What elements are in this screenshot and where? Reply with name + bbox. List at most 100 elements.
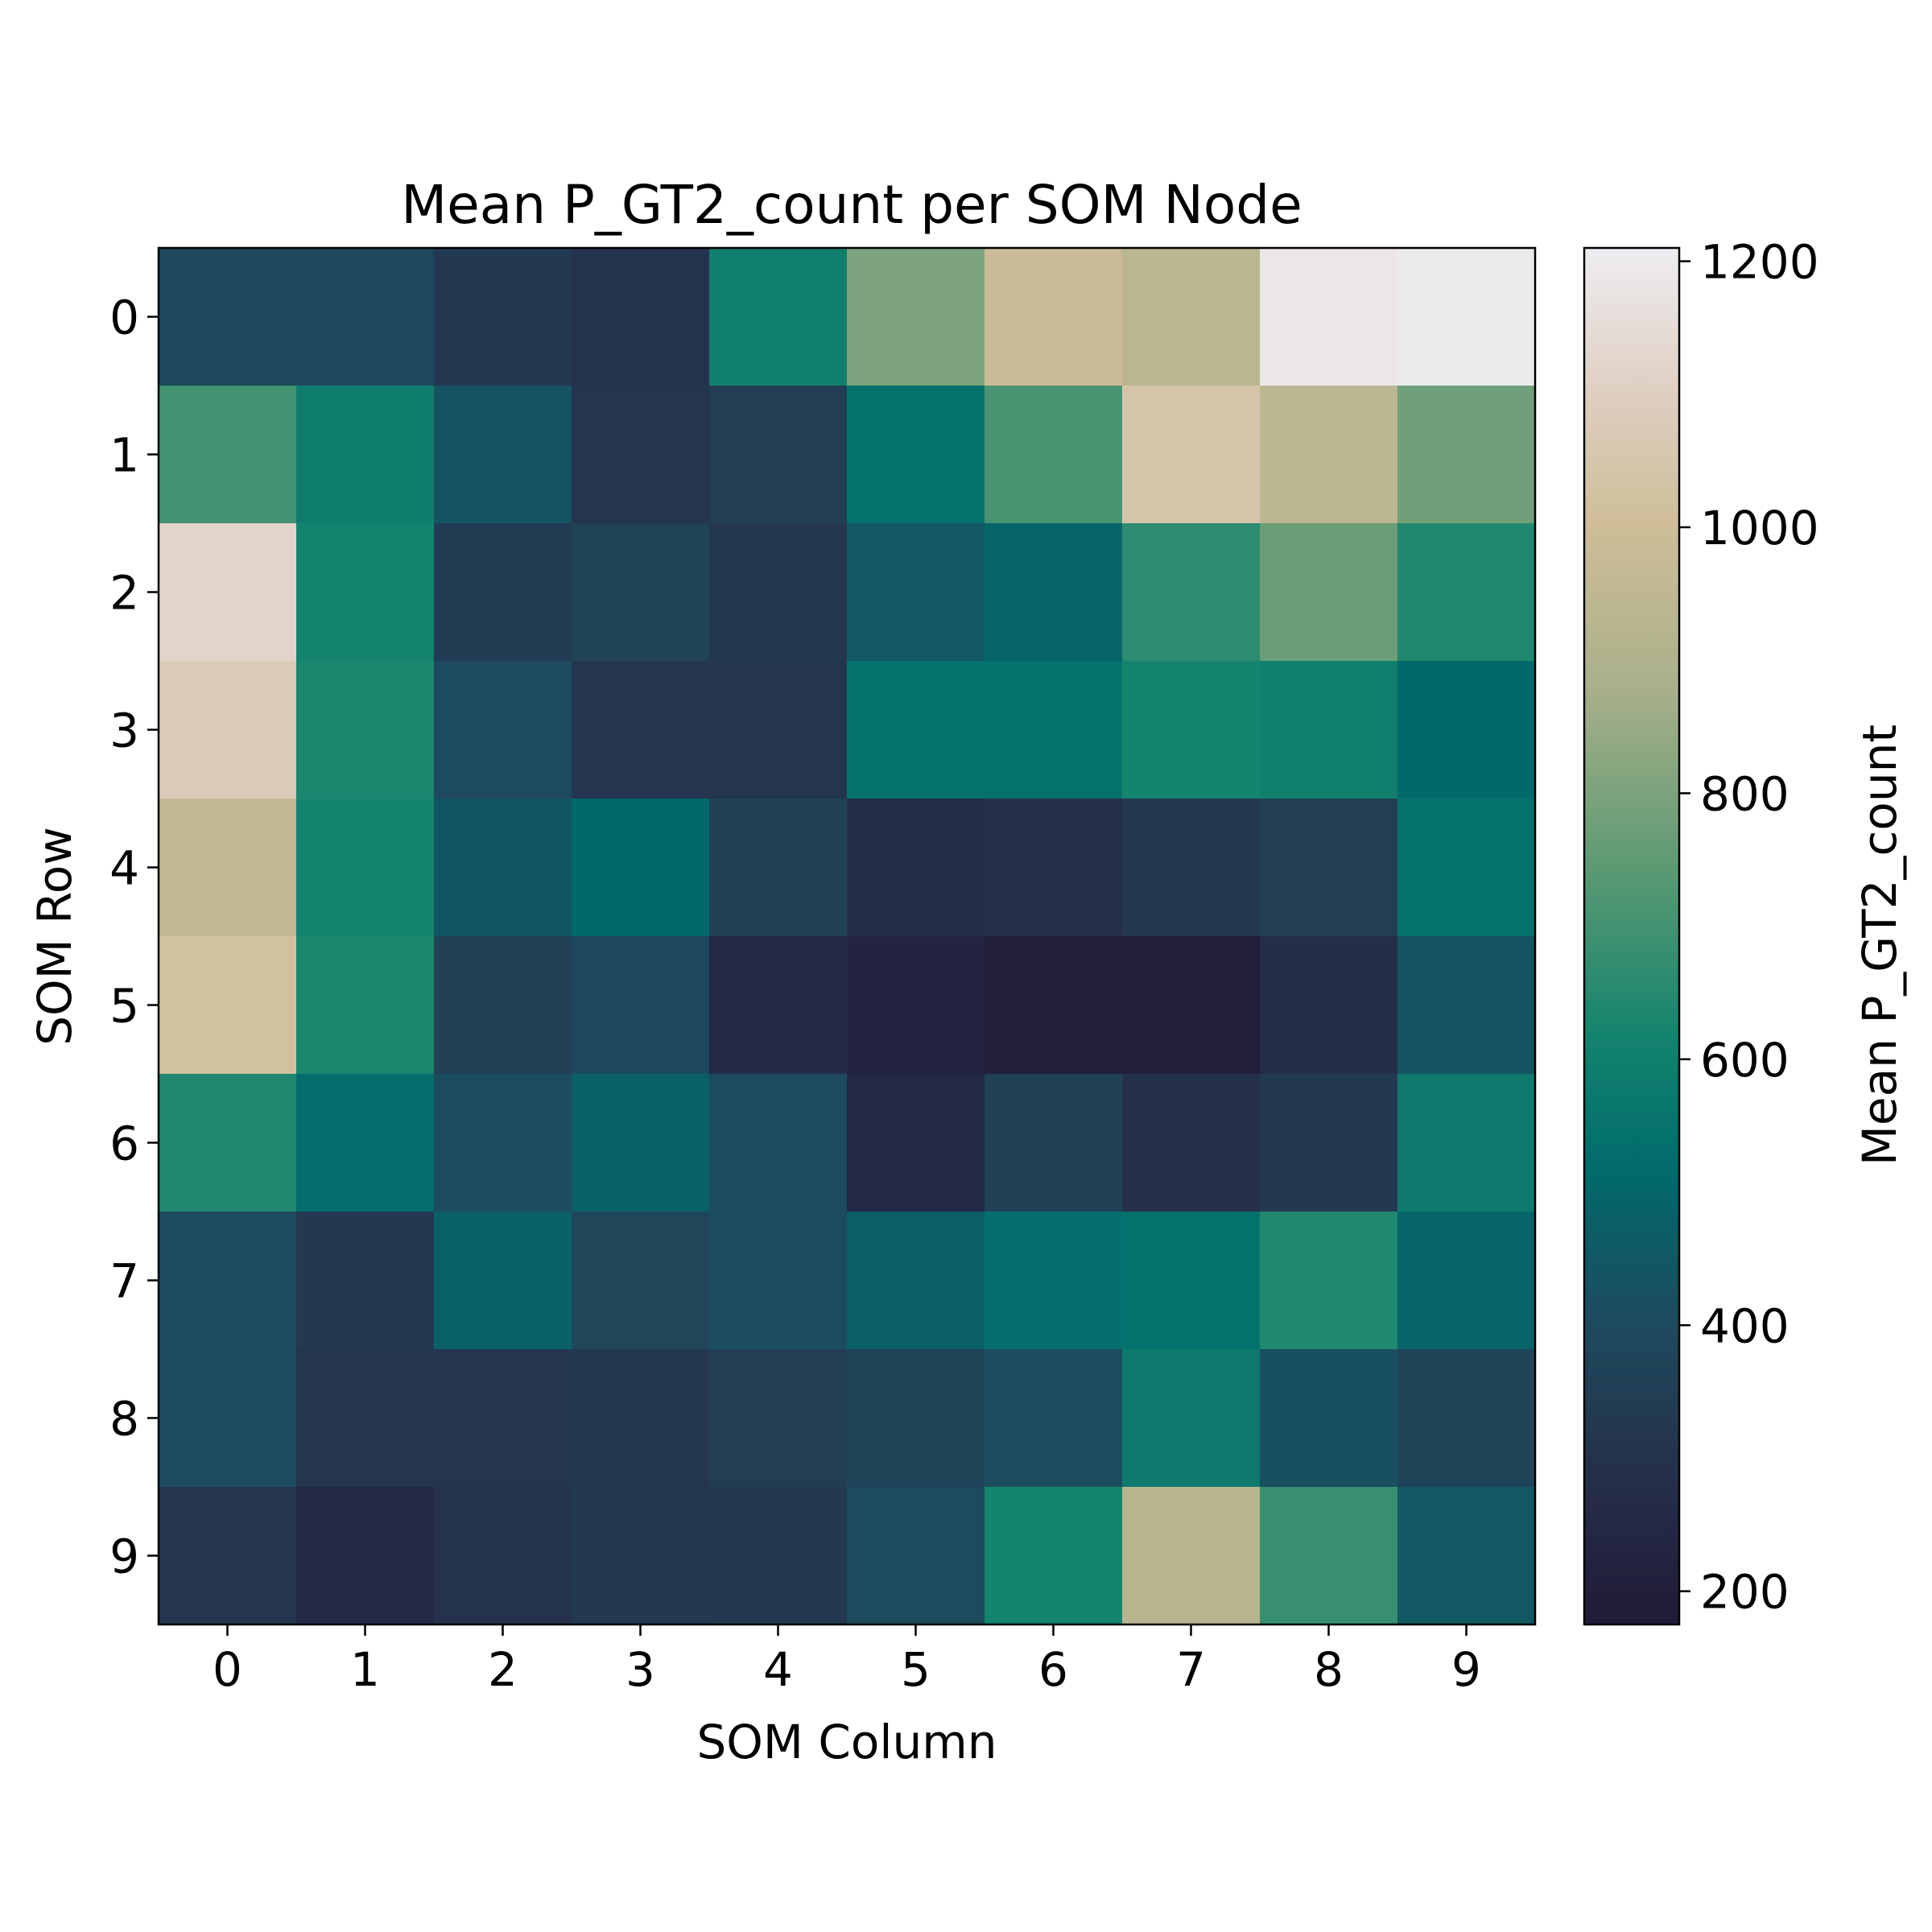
heatmap-cell-r6-c9 xyxy=(1397,1074,1536,1212)
heatmap-cell-r6-c1 xyxy=(296,1074,435,1212)
colorbar-tick-label: 600 xyxy=(1700,1033,1790,1088)
heatmap-cell-r6-c2 xyxy=(434,1074,572,1212)
heatmap-cell-r4-c1 xyxy=(296,799,435,937)
heatmap-cell-r7-c8 xyxy=(1260,1212,1398,1350)
heatmap-cell-r2-c5 xyxy=(847,523,985,662)
x-tick-label: 3 xyxy=(625,1642,655,1697)
heatmap-cell-r3-c4 xyxy=(709,661,848,799)
heatmap-cell-r8-c8 xyxy=(1260,1349,1398,1488)
heatmap-cell-r9-c0 xyxy=(159,1487,297,1625)
heatmap-cell-r2-c3 xyxy=(572,523,710,662)
heatmap-cell-r3-c7 xyxy=(1122,661,1261,799)
heatmap-cell-r2-c8 xyxy=(1260,523,1398,662)
heatmap-cell-r2-c2 xyxy=(434,523,572,662)
heatmap-cell-r3-c0 xyxy=(159,661,297,799)
heatmap-cell-r9-c5 xyxy=(847,1487,985,1625)
x-tick-label: 8 xyxy=(1314,1642,1344,1697)
y-tick-label: 7 xyxy=(109,1254,139,1309)
plot-frame xyxy=(157,246,1537,1626)
x-tick-label: 1 xyxy=(350,1642,380,1697)
y-tick-label: 6 xyxy=(109,1117,139,1171)
x-tick-label: 5 xyxy=(901,1642,931,1697)
heatmap-cell-r4-c2 xyxy=(434,799,572,937)
heatmap-cell-r8-c4 xyxy=(709,1349,848,1488)
heatmap-cell-r1-c1 xyxy=(296,386,435,524)
heatmap-cell-r6-c3 xyxy=(572,1074,710,1212)
heatmap-cell-r6-c5 xyxy=(847,1074,985,1212)
y-tick-label: 9 xyxy=(109,1530,139,1584)
heatmap-cell-r3-c5 xyxy=(847,661,985,799)
x-tick-label: 7 xyxy=(1176,1642,1206,1697)
heatmap-cell-r5-c7 xyxy=(1122,936,1261,1075)
colorbar-ticks: 200 400 600 800 1000 1200 xyxy=(1679,235,1819,1620)
heatmap-cell-r7-c0 xyxy=(159,1212,297,1350)
x-axis-label: SOM Column xyxy=(696,1715,997,1769)
heatmap-cell-r9-c9 xyxy=(1397,1487,1536,1625)
heatmap-cell-r5-c6 xyxy=(985,936,1123,1075)
heatmap-cell-r7-c6 xyxy=(985,1212,1123,1350)
heatmap-cell-r6-c0 xyxy=(159,1074,297,1212)
heatmap-cell-r9-c7 xyxy=(1122,1487,1261,1625)
heatmap-cell-r7-c9 xyxy=(1397,1212,1536,1350)
heatmap-cell-r4-c7 xyxy=(1122,799,1261,937)
heatmap-cell-r5-c5 xyxy=(847,936,985,1075)
heatmap-cell-r0-c1 xyxy=(296,248,435,386)
colorbar-tick-label: 800 xyxy=(1700,766,1790,821)
colorbar-tick-label: 1200 xyxy=(1700,235,1819,290)
heatmap-cell-r1-c2 xyxy=(434,386,572,524)
y-tick-label: 8 xyxy=(109,1392,139,1447)
heatmap-cell-r8-c5 xyxy=(847,1349,985,1488)
heatmap-cell-r6-c7 xyxy=(1122,1074,1261,1212)
heatmap-cell-r5-c9 xyxy=(1397,936,1536,1075)
heatmap-cell-r7-c3 xyxy=(572,1212,710,1350)
heatmap-cell-r4-c8 xyxy=(1260,799,1398,937)
x-tick-label: 2 xyxy=(488,1642,518,1697)
heatmap-cell-r9-c3 xyxy=(572,1487,710,1625)
heatmap-cell-r1-c3 xyxy=(572,386,710,524)
colorbar-tick-label: 400 xyxy=(1700,1298,1790,1353)
y-axis-label: SOM Row xyxy=(27,827,82,1046)
heatmap-cell-r6-c8 xyxy=(1260,1074,1398,1212)
heatmap-cell-r1-c4 xyxy=(709,386,848,524)
x-tick-label: 4 xyxy=(763,1642,793,1697)
x-tick-label: 0 xyxy=(213,1642,242,1697)
y-tick-label: 2 xyxy=(109,566,139,621)
heatmap-cell-r0-c9 xyxy=(1397,248,1536,386)
heatmap-cell-r0-c2 xyxy=(434,248,572,386)
heatmap-cell-r3-c3 xyxy=(572,661,710,799)
heatmap-cell-r0-c5 xyxy=(847,248,985,386)
chart-title: Mean P_GT2_count per SOM Node xyxy=(401,174,1302,236)
heatmap-cell-r8-c7 xyxy=(1122,1349,1261,1488)
y-tick-label: 5 xyxy=(109,979,139,1034)
y-tick-label: 1 xyxy=(109,428,139,483)
heatmap-cell-r3-c6 xyxy=(985,661,1123,799)
heatmap-cell-r7-c1 xyxy=(296,1212,435,1350)
heatmap-cell-r5-c1 xyxy=(296,936,435,1075)
y-tick-label: 3 xyxy=(109,704,139,758)
heatmap-cell-r0-c0 xyxy=(159,248,297,386)
heatmap-cell-r0-c7 xyxy=(1122,248,1261,386)
heatmap-cell-r5-c0 xyxy=(159,936,297,1075)
heatmap-cell-r1-c7 xyxy=(1122,386,1261,524)
heatmap-cell-r0-c6 xyxy=(985,248,1123,386)
heatmap-cell-r5-c8 xyxy=(1260,936,1398,1075)
heatmap-cell-r9-c1 xyxy=(296,1487,435,1625)
heatmap-cell-r4-c4 xyxy=(709,799,848,937)
heatmap-cell-r6-c6 xyxy=(985,1074,1123,1212)
colorbar-tick-label: 200 xyxy=(1700,1565,1790,1620)
heatmap-cell-r8-c0 xyxy=(159,1349,297,1488)
heatmap-cell-r2-c0 xyxy=(159,523,297,662)
heatmap-cell-r5-c3 xyxy=(572,936,710,1075)
heatmap-cell-r9-c8 xyxy=(1260,1487,1398,1625)
heatmap-cell-r1-c5 xyxy=(847,386,985,524)
heatmap-cell-r7-c7 xyxy=(1122,1212,1261,1350)
heatmap-cell-r3-c8 xyxy=(1260,661,1398,799)
heatmap-cell-r4-c9 xyxy=(1397,799,1536,937)
heatmap-cell-r4-c5 xyxy=(847,799,985,937)
heatmap-cell-r8-c3 xyxy=(572,1349,710,1488)
y-tick-label: 0 xyxy=(109,291,139,345)
heatmap-cell-r5-c2 xyxy=(434,936,572,1075)
colorbar-tick-label: 1000 xyxy=(1700,501,1819,555)
heatmap-cell-r2-c4 xyxy=(709,523,848,662)
